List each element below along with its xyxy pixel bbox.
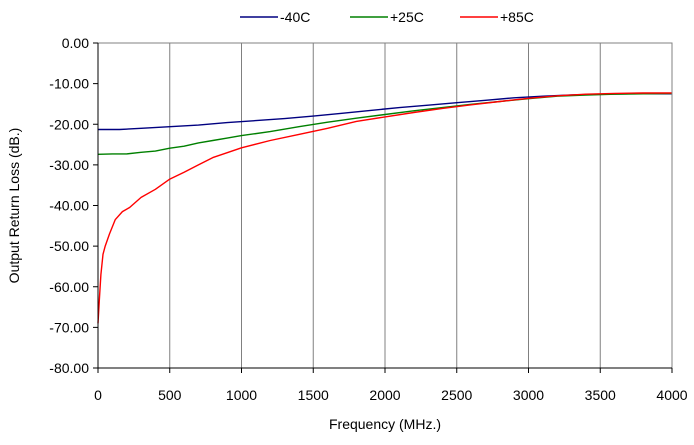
x-axis-title: Frequency (MHz.) (329, 416, 441, 432)
y-tick-label: -70.00 (49, 319, 89, 335)
y-axis-ticks: 0.00 -10.00 -20.00 -30.00 -40.00 -50.00 -60.00… (49, 35, 98, 376)
y-tick-label: 0.00 (62, 35, 89, 51)
x-axis-ticks: 0 500 1000 1500 2000 2500 3000 3500 4000 (94, 368, 688, 403)
y-tick-label: -50.00 (49, 238, 89, 254)
x-tick-label: 2000 (369, 387, 400, 403)
x-tick-label: 0 (94, 387, 102, 403)
series-line-3 (97, 92, 672, 324)
legend-label-3: +85C (500, 9, 534, 25)
y-tick-label: -10.00 (49, 76, 89, 92)
y-tick-label: -80.00 (49, 360, 89, 376)
y-axis-title: Output Return Loss (dB.) (6, 128, 22, 284)
y-tick-label: -60.00 (49, 279, 89, 295)
x-tick-label: 500 (158, 387, 182, 403)
x-tick-label: 1500 (298, 387, 329, 403)
x-tick-label: 1000 (226, 387, 257, 403)
x-tick-label: 2500 (441, 387, 472, 403)
x-tick-label: 3000 (513, 387, 544, 403)
legend-label-1: -40C (280, 9, 310, 25)
y-tick-label: -30.00 (49, 157, 89, 173)
y-tick-label: -20.00 (49, 116, 89, 132)
x-tick-label: 4000 (656, 387, 687, 403)
series-group (97, 92, 673, 324)
legend-label-2: +25C (390, 9, 424, 25)
x-tick-label: 3500 (585, 387, 616, 403)
y-tick-label: -40.00 (49, 198, 89, 214)
legend: -40C +25C +85C (240, 9, 534, 25)
